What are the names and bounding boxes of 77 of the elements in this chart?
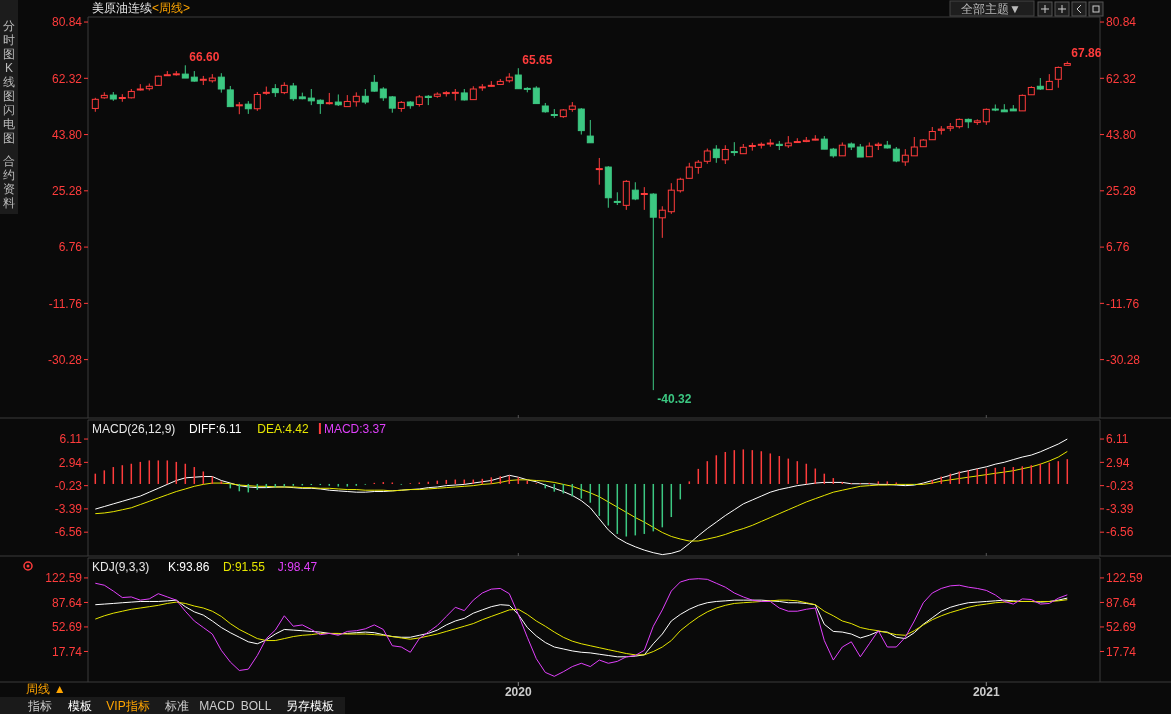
text: 标准 [164,699,189,713]
y2-tick-label: 6.11 [1106,432,1129,447]
y2-tick-label: 25.28 [1106,184,1137,199]
candlestick [910,136,918,157]
y2-tick-label: -0.23 [1106,478,1134,493]
text: DEA:4.42 [257,422,309,436]
annotation: 66.60 [189,50,220,65]
y2-tick-label: 6.76 [1106,240,1130,255]
y2-tick-label: 62.32 [1106,71,1137,86]
y2-tick-label: 52.69 [1106,620,1137,635]
candlestick [253,91,261,112]
y-tick-label: 17.74 [51,644,83,659]
text: BOLL [240,699,272,713]
y-tick-label: -11.76 [48,296,83,311]
candlestick [226,85,234,108]
text: 周线 ▲ [26,682,66,696]
y-tick-label: 6.76 [58,240,83,255]
y2-tick-label: -6.56 [1106,525,1134,540]
text: DIFF:6.11 [189,422,242,436]
text: VIP指标 [106,699,150,713]
text: MACD [199,699,235,713]
text: K:93.86 [168,560,210,574]
candlestick [658,205,666,239]
text: J:98.47 [277,560,318,574]
y2-tick-label: -30.28 [1106,352,1141,367]
candlestick [577,107,585,136]
line-series [94,438,1068,556]
annotation: 65.65 [522,53,553,68]
line-series [94,450,1068,542]
chart-subtitle: <周线> [152,1,191,15]
y2-tick-label: 2.94 [1106,455,1130,470]
candlestick [667,182,675,215]
y2-tick-label: -11.76 [1106,296,1140,311]
line-series [94,578,1068,677]
y-tick-label: 87.64 [51,595,83,610]
text: 全部主题▼ [961,2,1021,16]
y2-tick-label: 87.64 [1106,595,1137,610]
y2-tick-label: 122.59 [1106,571,1144,586]
y-tick-label: 43.80 [51,127,83,142]
annotation: -40.32 [657,392,692,407]
candlestick [514,67,522,90]
y-tick-label: -6.56 [54,525,83,540]
y-tick-label: 2.94 [58,455,83,470]
candlestick [649,192,657,391]
candlestick [622,179,630,211]
candlestick [640,186,648,211]
y-tick-label: 80.84 [51,15,83,30]
y2-tick-label: 17.74 [1106,644,1137,659]
chart-title: MACD(26,12,9) [92,422,176,436]
text: 闪电图 [3,103,15,145]
candlestick [721,144,729,165]
x-tick-label: 2020 [504,685,532,699]
y-tick-label: -30.28 [47,352,83,367]
y2-tick-label: 43.80 [1106,127,1137,142]
y-tick-label: 6.11 [59,432,83,447]
candlestick [595,157,603,186]
text: 指标 [27,699,52,713]
text: K线图 [3,61,15,103]
x-tick-label: 2021 [972,685,1000,699]
text: 分时图 [3,19,15,61]
text: 模板 [68,699,92,713]
y-tick-label: -3.39 [54,502,83,517]
text: 另存模板 [286,699,334,713]
y-tick-label: 122.59 [45,571,83,586]
y2-tick-label: -3.39 [1106,502,1134,517]
text: D:91.55 [222,560,266,574]
y-tick-label: 62.32 [51,71,83,86]
y2-tick-label: 80.84 [1106,15,1137,30]
y-tick-label: 52.69 [51,620,83,635]
annotation: 67.86 [1071,46,1102,61]
y-tick-label: 25.28 [51,184,83,199]
candlestick [586,119,594,144]
legend-label: MACD:3.37 [323,422,387,436]
text: 合约资料 [3,154,15,210]
y-tick-label: -0.23 [54,478,83,493]
candlestick [217,72,225,94]
chart-title: KDJ(9,3,3) [92,560,150,574]
